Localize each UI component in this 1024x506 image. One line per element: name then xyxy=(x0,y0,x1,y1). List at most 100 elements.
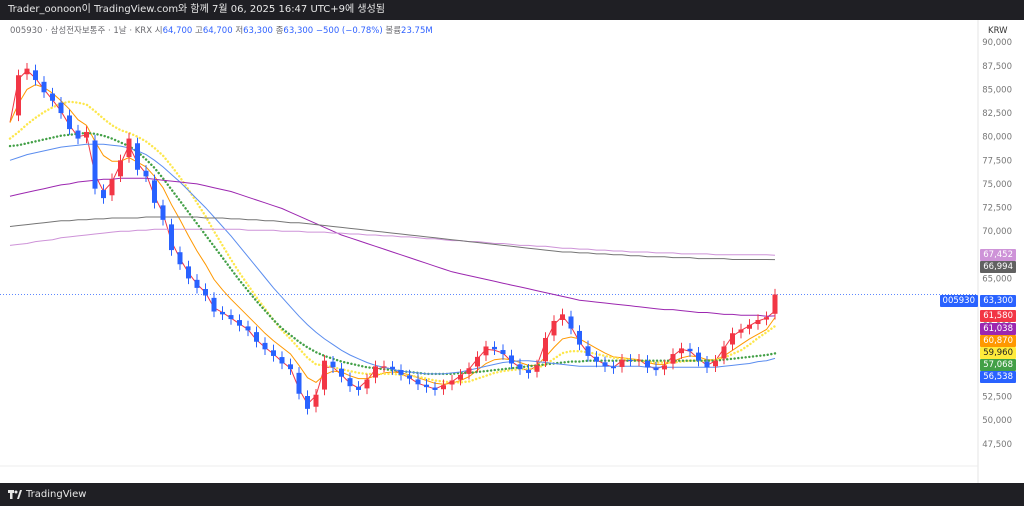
footer-brand: TradingView xyxy=(26,489,87,500)
candle-body xyxy=(364,379,370,389)
candle-body xyxy=(670,354,676,364)
candle-body xyxy=(330,361,336,368)
candle-body xyxy=(534,365,540,372)
candle-body xyxy=(764,317,769,320)
candle-body xyxy=(118,160,123,177)
candle-body xyxy=(441,385,446,390)
candle-body xyxy=(721,346,727,359)
candle-body xyxy=(449,380,455,385)
candle-body xyxy=(645,360,650,368)
tradingview-logo-icon xyxy=(8,490,22,499)
candle-body xyxy=(194,279,200,288)
price-label: 67,452 xyxy=(980,249,1016,261)
ma-line-1 xyxy=(9,69,776,405)
candle-body xyxy=(585,346,591,356)
price-label: 61,580 xyxy=(980,310,1016,322)
candle-body xyxy=(169,224,174,251)
y-tick-label: 50,000 xyxy=(982,416,1012,426)
candle-body xyxy=(602,362,608,367)
candle-body xyxy=(492,346,497,350)
candle-body xyxy=(568,316,574,329)
price-label: 63,300 xyxy=(980,295,1016,307)
ticker-price-label: 005930 xyxy=(939,295,978,307)
candle-body xyxy=(262,342,268,350)
candle-body xyxy=(33,70,38,80)
candle-body xyxy=(466,368,472,374)
y-tick-label: 65,000 xyxy=(982,274,1012,284)
candle-body xyxy=(143,170,149,177)
candle-body xyxy=(594,356,599,362)
candle-body xyxy=(772,294,778,314)
candle-body xyxy=(296,372,302,394)
candle-body xyxy=(628,359,633,361)
open-value: 64,700 xyxy=(162,26,193,36)
candle-body xyxy=(577,330,582,345)
low-value: 63,300 xyxy=(243,26,273,36)
high-label: 고 xyxy=(195,26,203,36)
price-label: 61,038 xyxy=(980,323,1016,335)
symbol-name: 005930 · 삼성전자보통주 · 1날 · KRX xyxy=(10,26,153,36)
candle-body xyxy=(177,252,183,265)
candle-body xyxy=(483,346,489,356)
candle-body xyxy=(237,320,242,326)
candle-body xyxy=(313,394,319,407)
candle-body xyxy=(211,297,217,312)
y-tick-label: 47,500 xyxy=(982,440,1012,450)
candle-body xyxy=(84,131,89,138)
candle-body xyxy=(517,364,523,370)
candle-body xyxy=(432,387,438,390)
y-tick-label: 75,000 xyxy=(982,180,1012,190)
candle-body xyxy=(279,357,285,364)
candle-body xyxy=(560,314,565,320)
candle-body xyxy=(109,179,115,196)
candle-body xyxy=(415,379,421,385)
candle-body xyxy=(92,140,98,189)
candle-body xyxy=(245,326,251,331)
y-tick-label: 82,500 xyxy=(982,109,1012,119)
candle-body xyxy=(126,138,132,158)
price-label: 60,870 xyxy=(980,335,1016,347)
candle-body xyxy=(500,350,506,355)
ma-line-2 xyxy=(9,84,776,385)
candle-body xyxy=(228,315,234,320)
y-tick-label: 85,000 xyxy=(982,85,1012,95)
candle-body xyxy=(186,266,191,279)
price-chart[interactable]: 47,50050,00052,50055,00057,50060,00062,5… xyxy=(0,20,1024,483)
currency-label[interactable]: KRW xyxy=(988,26,1008,36)
candle-body xyxy=(322,360,327,390)
candle-body xyxy=(755,320,761,325)
ma-line-8 xyxy=(9,216,776,261)
candle-body xyxy=(738,329,744,333)
candle-body xyxy=(67,115,72,130)
candle-body xyxy=(101,190,106,199)
symbol-info: 005930 · 삼성전자보통주 · 1날 · KRX 시64,700 고64,… xyxy=(10,24,433,36)
candle-body xyxy=(203,289,208,296)
close-value: 63,300 xyxy=(283,26,314,36)
candle-body xyxy=(50,93,55,101)
candle-body xyxy=(704,361,710,368)
candle-body xyxy=(687,348,693,352)
ma-line-6 xyxy=(9,177,776,317)
volume-value: 23.75M xyxy=(401,26,433,36)
candle-body xyxy=(271,350,276,356)
candle-body xyxy=(747,324,752,329)
candle-body xyxy=(611,366,616,369)
footer-bar: TradingView xyxy=(0,483,1024,506)
candle-body xyxy=(347,378,353,387)
candle-body xyxy=(381,366,387,368)
candle-body xyxy=(58,102,64,114)
header-bar: Trader_oonoon이 TradingView.com와 함께 7월 06… xyxy=(0,0,1024,20)
candle-body xyxy=(526,369,531,373)
candle-body xyxy=(288,364,293,370)
candle-body xyxy=(679,348,684,354)
candle-body xyxy=(636,359,642,361)
candle-body xyxy=(424,384,429,388)
candle-body xyxy=(16,75,21,116)
change-value: −500 (−0.78%) xyxy=(315,26,383,36)
y-tick-label: 80,000 xyxy=(982,133,1012,143)
y-tick-label: 90,000 xyxy=(982,38,1012,48)
candle-body xyxy=(24,68,30,75)
candle-body xyxy=(653,367,659,371)
low-label: 저 xyxy=(235,26,244,36)
price-label: 59,960 xyxy=(980,347,1016,359)
